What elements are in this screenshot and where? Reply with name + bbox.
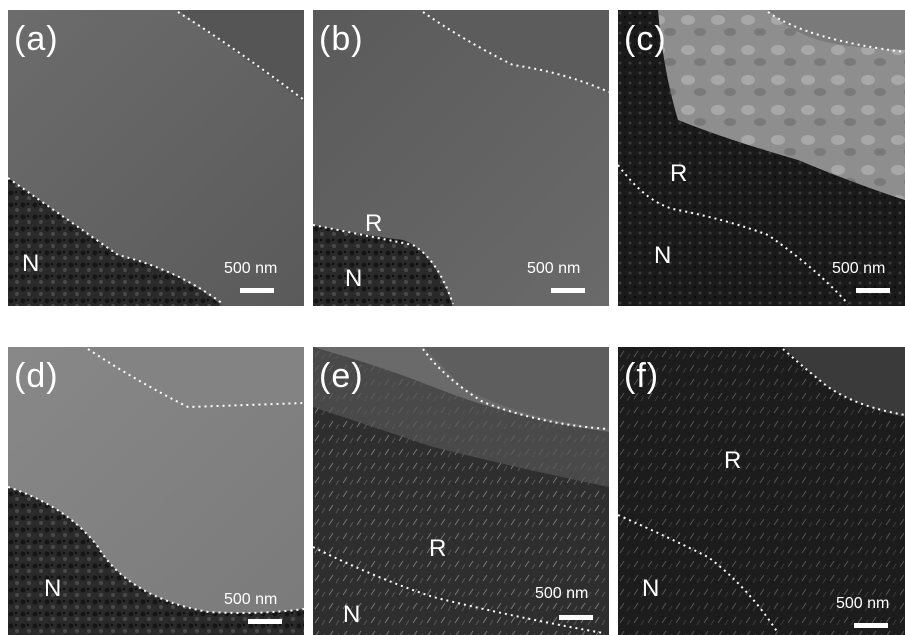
region-label-n: N [343,601,361,628]
tem-image-a [8,10,304,306]
tem-image-c [618,10,905,306]
region-label-n: N [22,250,40,277]
panel-a: (a) N 500 nm [8,10,304,306]
scale-bar-label: 500 nm [836,595,890,612]
region-label-n: N [654,242,672,269]
region-label-r: R [429,535,447,562]
scale-bar [248,619,282,624]
panel-b: (b) R N 500 nm [313,10,609,306]
scale-bar-label: 500 nm [535,585,589,602]
tem-image-b [313,10,609,306]
panel-c: (c) R N 500 nm [618,10,905,306]
scale-bar [854,623,888,628]
panel-label: (d) [14,357,59,395]
panel-label: (a) [14,20,59,58]
panel-d: (d) N 500 nm [8,347,304,635]
panel-label: (c) [624,20,667,58]
region-label-r: R [670,160,688,187]
tem-image-d [8,347,304,635]
scale-bar [551,288,585,293]
scale-bar-label: 500 nm [224,591,278,608]
panel-label: (e) [319,357,364,395]
region-label-r: R [724,447,742,474]
region-label-n: N [44,575,62,602]
tem-image-e [313,347,609,635]
scale-bar-label: 500 nm [832,260,886,277]
panel-label: (f) [624,357,660,395]
region-label-r: R [365,210,383,237]
region-label-n: N [642,575,660,602]
scale-bar [240,288,274,293]
scale-bar [856,288,890,293]
scale-bar [559,615,593,620]
panel-label: (b) [319,20,364,58]
region-label-n: N [345,265,363,292]
scale-bar-label: 500 nm [527,260,581,277]
scale-bar-label: 500 nm [224,260,278,277]
panel-f: (f) R N 500 nm [618,347,905,635]
panel-e: (e) R N 500 nm [313,347,609,635]
tem-image-f [618,347,905,635]
